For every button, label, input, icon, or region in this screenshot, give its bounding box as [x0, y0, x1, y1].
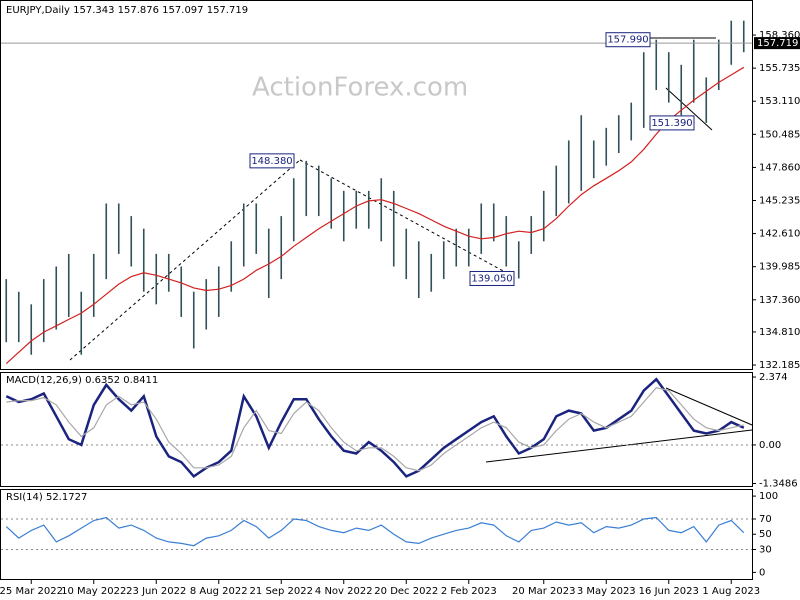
x-tick-label: 20 Mar 2023	[512, 586, 575, 597]
y-tick-label: 30	[759, 544, 772, 555]
x-tick-label: 21 Sep 2022	[250, 586, 313, 597]
rsi-title: RSI(14) 52.1727	[6, 492, 87, 503]
trendline	[299, 159, 517, 279]
y-tick-label: 0	[759, 567, 765, 578]
annotation-label: 151.390	[651, 118, 692, 129]
x-tick-label: 3 May 2023	[577, 586, 636, 597]
annotation-label: 157.990	[607, 35, 648, 46]
annotation-label: 148.380	[251, 156, 292, 167]
x-tick-label: 20 Dec 2022	[374, 586, 438, 597]
y-tick-label: 153.110	[759, 96, 800, 107]
trendline	[665, 87, 713, 131]
x-tick-label: 23 Jun 2022	[126, 586, 186, 597]
x-tick-label: 4 Nov 2022	[315, 586, 373, 597]
y-tick-label: 142.610	[759, 229, 800, 240]
y-tick-label: 155.735	[759, 63, 800, 74]
y-tick-label: 100	[759, 491, 778, 502]
trendlines	[69, 37, 753, 463]
y-tick-label: 137.360	[759, 295, 800, 306]
y-tick-label: 150.485	[759, 129, 800, 140]
trendline	[485, 429, 753, 463]
annotation-box	[249, 153, 295, 169]
annotation-box	[649, 115, 695, 131]
x-tick-label: 1 Aug 2023	[702, 586, 760, 597]
x-tick-label: 16 Jun 2023	[639, 586, 699, 597]
x-tick-label: 25 Mar 2022	[0, 586, 63, 597]
y-tick-label: -1.3486	[759, 479, 798, 490]
y-tick-label: 145.235	[759, 196, 800, 207]
price-panel	[0, 0, 753, 370]
macd-panel	[0, 372, 753, 487]
series-line	[5, 66, 745, 365]
series-line	[5, 516, 745, 547]
trendline	[69, 159, 301, 361]
series-line	[5, 377, 745, 479]
y-tick-label: 134.810	[759, 327, 800, 338]
y-tick-label: 139.985	[759, 262, 800, 273]
y-tick-label: 158.360	[759, 30, 800, 41]
y-tick-label: 70	[759, 514, 772, 525]
annotation-box	[605, 32, 651, 48]
y-tick-label: 147.860	[759, 162, 800, 173]
watermark: ActionForex.com	[252, 73, 468, 103]
macd-title: MACD(12,26,9) 0.6352 0.8411	[6, 375, 158, 386]
y-tick-label: 50	[759, 529, 772, 540]
y-tick-label: 2.374	[759, 372, 788, 383]
y-tick-label: 0.00	[759, 440, 781, 451]
trendline	[665, 387, 753, 426]
price-title: EURJPY,Daily 157.343 157.876 157.097 157…	[6, 5, 248, 16]
annotation-label: 139.050	[471, 273, 512, 284]
last-price-label: 157.719	[757, 38, 798, 49]
x-tick-label: 10 May 2022	[61, 586, 126, 597]
x-tick-label: 2 Feb 2023	[441, 586, 497, 597]
last-price-box	[754, 37, 800, 50]
annotation-box	[469, 270, 515, 286]
y-tick-label: 132.185	[759, 360, 800, 371]
x-tick-label: 8 Aug 2022	[190, 586, 248, 597]
series-line	[6, 387, 744, 472]
